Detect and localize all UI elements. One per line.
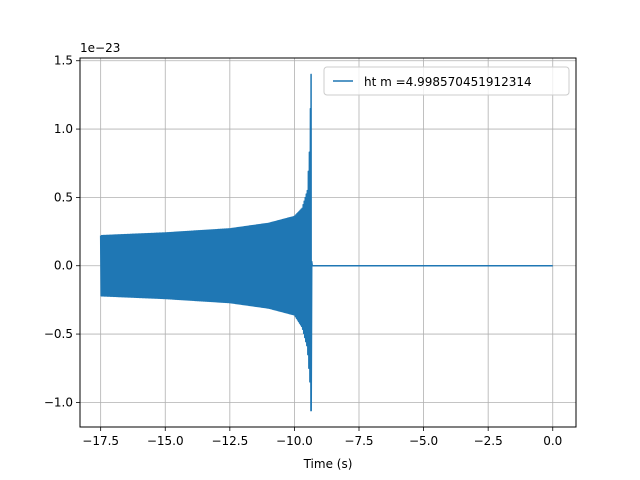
- y-tick-label: −1.0: [44, 395, 73, 409]
- plot-frame: [79, 57, 577, 428]
- y-tick-label: 0.0: [54, 259, 73, 273]
- series-ht: [99, 73, 553, 412]
- legend-frame: [323, 66, 570, 96]
- y-tick-label: 1.5: [54, 54, 73, 68]
- x-tick-label: −12.5: [211, 434, 248, 448]
- x-tick-label: −7.5: [344, 434, 373, 448]
- y-tick-label: 0.5: [54, 190, 73, 204]
- x-tick-label: 0.0: [543, 434, 562, 448]
- y-tick-label: −0.5: [44, 327, 73, 341]
- x-tick-label: −2.5: [474, 434, 503, 448]
- series-line-ht: [99, 73, 553, 412]
- x-tick-label: −10.0: [276, 434, 313, 448]
- legend: ht m =4.998570451912314: [323, 66, 570, 96]
- y-offset-label: 1e−23: [80, 41, 120, 55]
- x-axis-label: Time (s): [303, 457, 353, 471]
- y-tick-label: 1.0: [54, 122, 73, 136]
- legend-label: ht m =4.998570451912314: [364, 75, 532, 89]
- x-axis-ticks: −17.5 −15.0 −12.5 −10.0 −7.5 −5.0 −2.5 0.0: [82, 427, 562, 448]
- y-axis-ticks: −1.0 −0.5 0.0 0.5 1.0 1.5: [44, 54, 80, 409]
- x-tick-label: −15.0: [147, 434, 184, 448]
- x-tick-label: −5.0: [409, 434, 438, 448]
- x-tick-label: −17.5: [82, 434, 119, 448]
